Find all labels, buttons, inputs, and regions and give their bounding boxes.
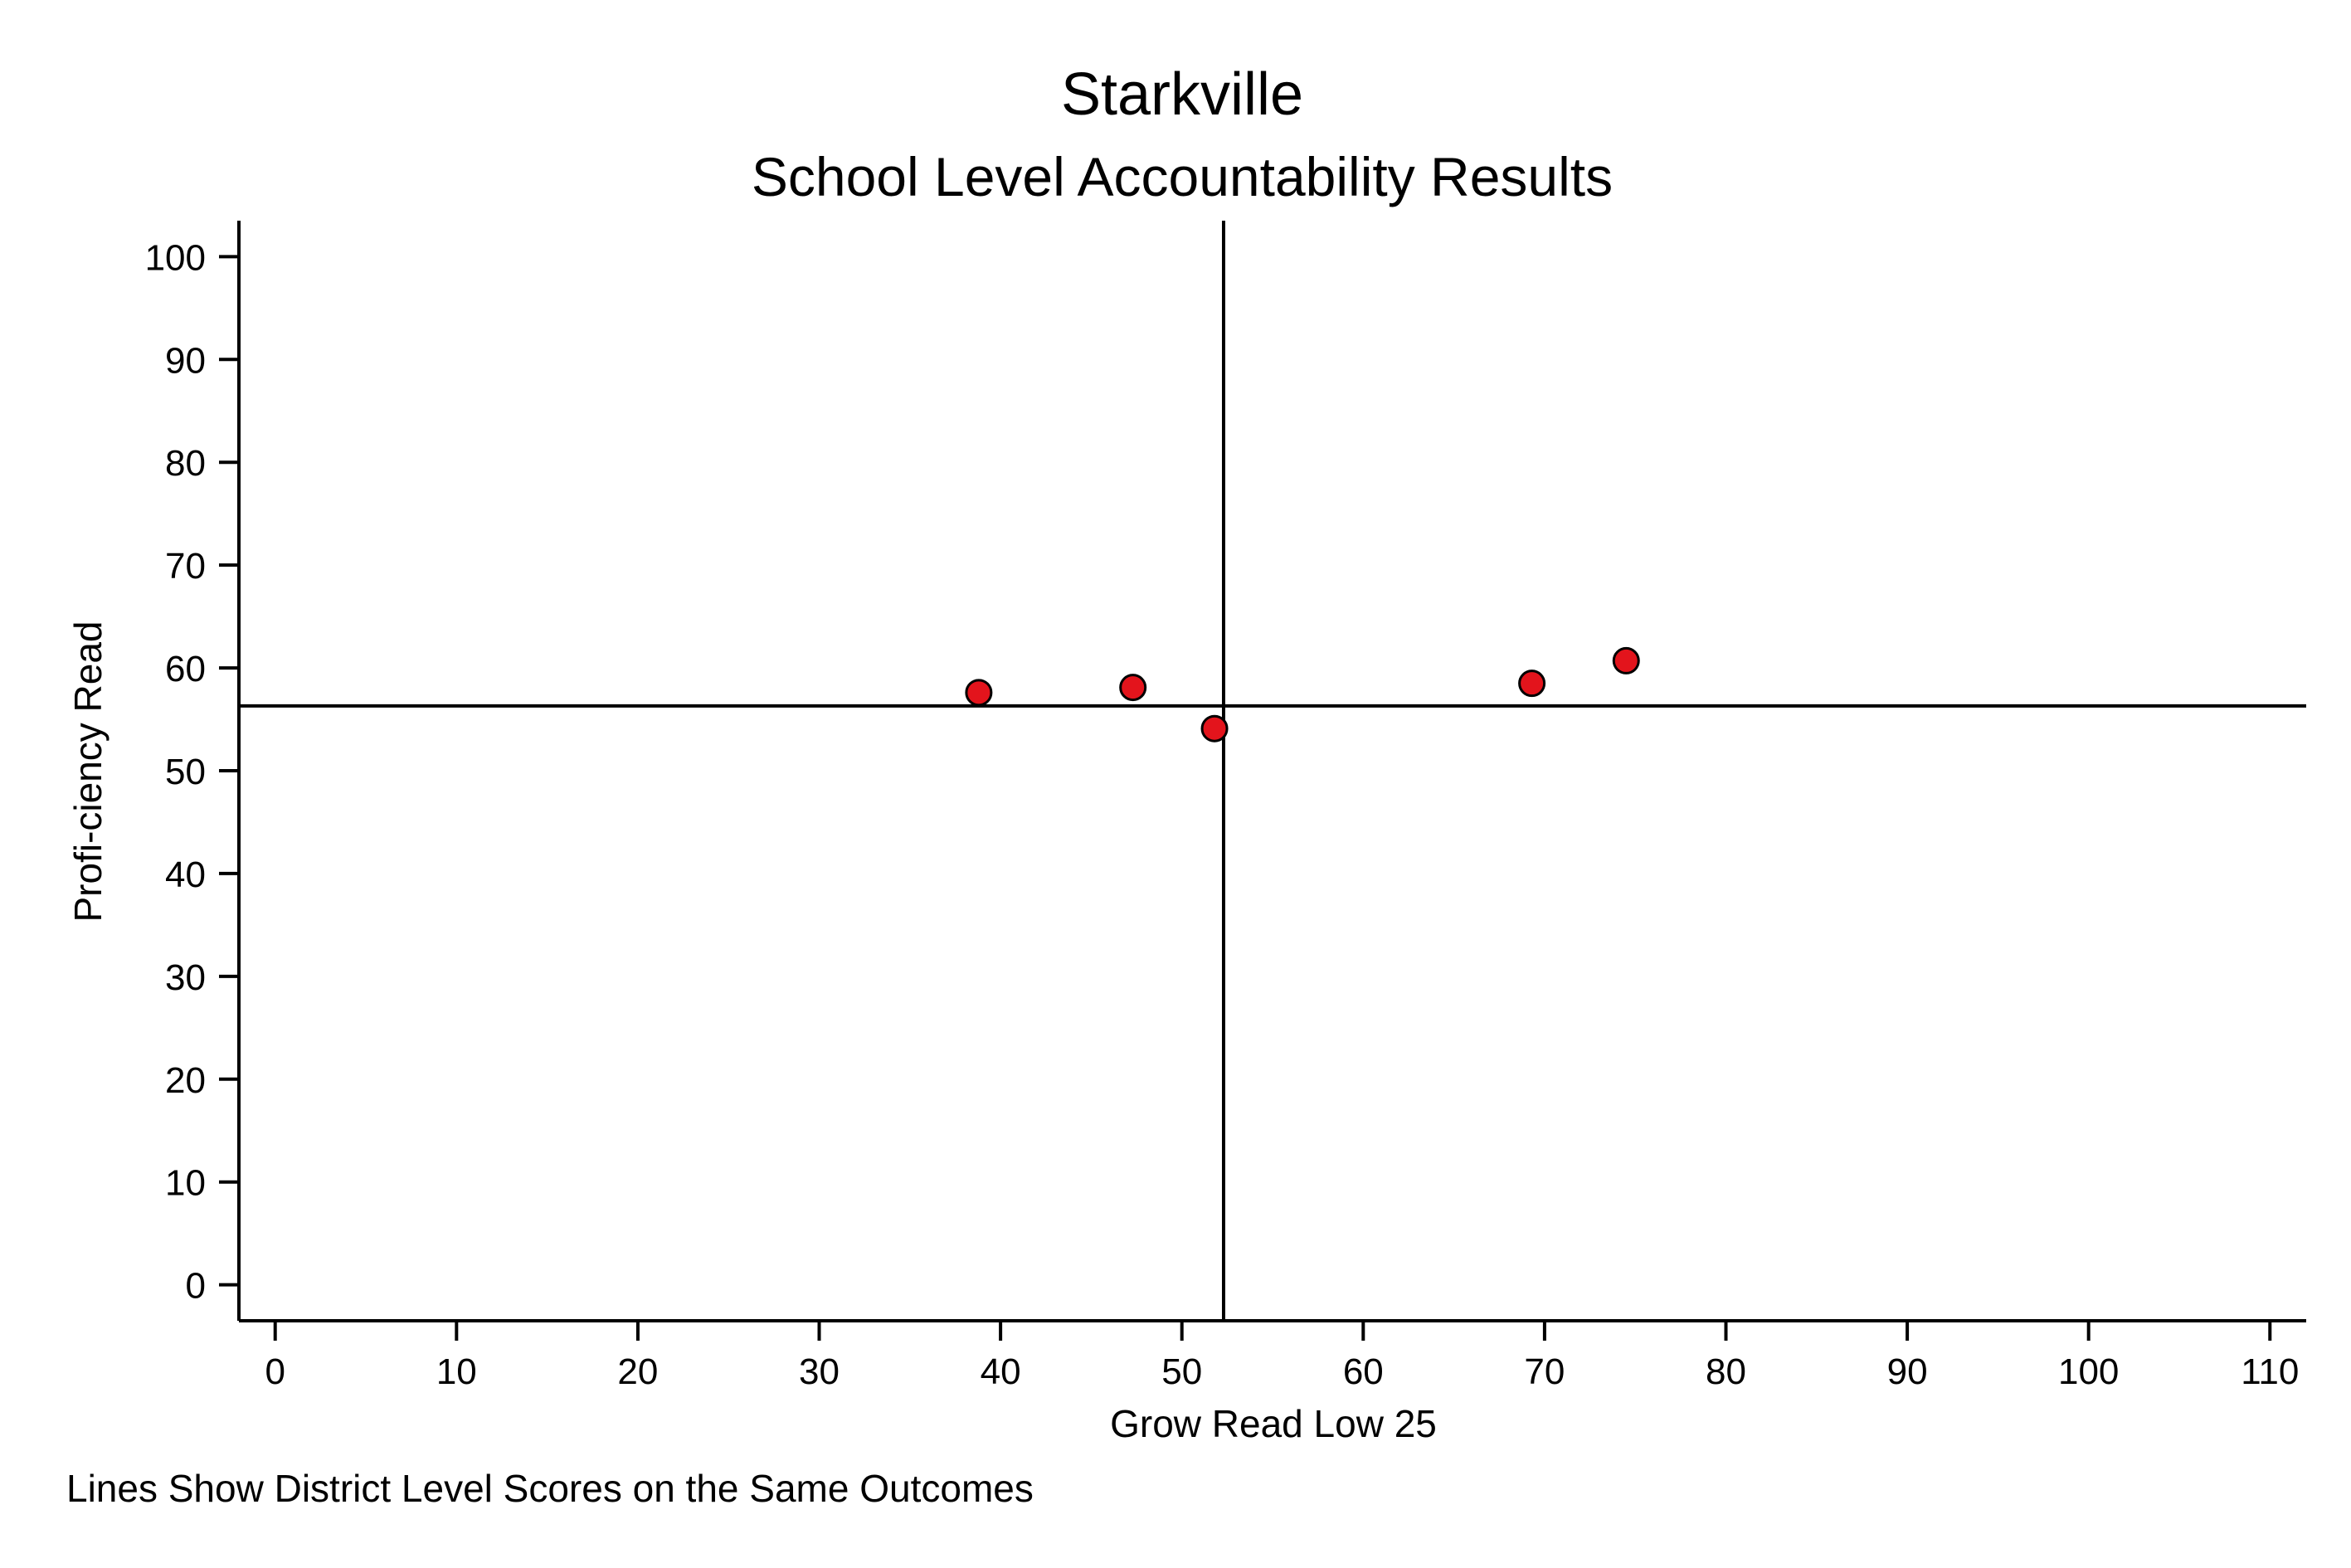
data-point <box>1119 674 1147 702</box>
y-axis: 0 10 20 30 40 50 60 70 80 90 100 <box>145 221 241 1321</box>
x-tick-label: 90 <box>1887 1351 1928 1392</box>
y-tick-label: 90 <box>165 340 206 381</box>
y-tick-label: 10 <box>165 1163 206 1204</box>
x-tick-label: 30 <box>799 1351 840 1392</box>
y-tick-label: 60 <box>165 649 206 689</box>
x-tick-label: 50 <box>1161 1351 1202 1392</box>
data-point <box>1612 646 1640 674</box>
y-tick-label: 20 <box>165 1060 206 1101</box>
x-axis: 0 10 20 30 40 50 60 70 80 90 100 110 <box>239 1319 2306 1392</box>
x-tick-label: 20 <box>617 1351 658 1392</box>
x-tick-label: 110 <box>2241 1351 2299 1392</box>
chart-subtitle: School Level Accountability Results <box>752 146 1613 207</box>
x-tick-label: 0 <box>265 1351 285 1392</box>
x-tick-label: 70 <box>1524 1351 1565 1392</box>
y-tick-label: 0 <box>186 1266 206 1307</box>
y-tick-label: 30 <box>165 957 206 998</box>
x-tick-label: 60 <box>1343 1351 1384 1392</box>
x-tick-label: 80 <box>1706 1351 1746 1392</box>
district-reference-lines <box>239 221 2306 1321</box>
data-point <box>965 679 993 707</box>
x-axis-label: Grow Read Low 25 <box>1110 1402 1437 1445</box>
x-tick-label: 100 <box>2058 1351 2119 1392</box>
data-point <box>1518 670 1546 698</box>
y-tick-label: 70 <box>165 546 206 587</box>
x-tick-label: 10 <box>436 1351 477 1392</box>
y-tick-label: 80 <box>165 443 206 484</box>
data-point <box>1200 714 1229 743</box>
y-tick-label: 40 <box>165 855 206 895</box>
chart-title: Starkville <box>1061 61 1303 128</box>
y-tick-label: 100 <box>145 237 206 278</box>
data-points <box>965 646 1640 743</box>
y-tick-label: 50 <box>165 752 206 792</box>
y-axis-label: Profi-ciency Read <box>66 621 110 922</box>
chart-note: Lines Show District Level Scores on the … <box>66 1467 1034 1510</box>
x-tick-label: 40 <box>981 1351 1021 1392</box>
